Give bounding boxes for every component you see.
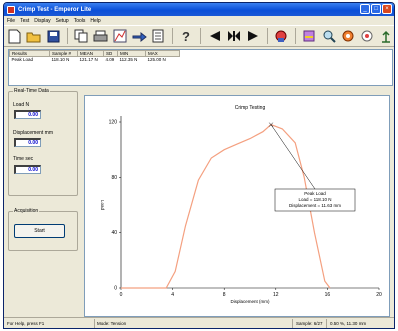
save-icon[interactable]	[46, 28, 61, 45]
time-label: Time sec	[13, 156, 34, 162]
menu-display[interactable]: Display	[34, 17, 51, 24]
window-title: Crimp Test - Emperor Lite	[18, 6, 92, 13]
y-axis-label: Load	[100, 200, 105, 211]
realtime-title: Real-Time Data	[13, 88, 50, 94]
export-icon[interactable]	[131, 28, 147, 45]
results-header-row: Results Sample # MEAN SD MIN MAX	[9, 50, 180, 57]
menu-setup[interactable]: Setup	[55, 17, 69, 24]
annotation-box	[274, 188, 356, 212]
copy-icon[interactable]	[74, 28, 89, 45]
y-tick-label: 80	[111, 175, 117, 181]
x-tick-label: 8	[223, 292, 226, 298]
toolbar: ?	[4, 25, 394, 47]
test-icon[interactable]	[274, 28, 289, 45]
calibrate-icon[interactable]	[379, 28, 394, 45]
displacement-label: Displacement mm	[13, 130, 54, 136]
y-tick-label: 0	[114, 286, 117, 292]
y-tick-label: 120	[109, 120, 118, 126]
menu-file[interactable]: File	[7, 17, 16, 24]
chart-title: Crimp Testing	[235, 105, 266, 111]
annotation-text: Peak Load	[304, 191, 326, 196]
status-position: 0.50 %, 11.30 mm	[330, 321, 367, 326]
menu-tools[interactable]: Tools	[73, 17, 86, 24]
maximize-button[interactable]: □	[371, 4, 381, 14]
print-icon[interactable]	[93, 28, 108, 45]
app-icon	[7, 5, 15, 14]
load-label: Load N	[13, 102, 30, 108]
close-button[interactable]: ×	[382, 4, 392, 14]
load-displacement-chart: Crimp Testing 0 4 8 12 16 20 0 40 80 120 Displaceme…	[100, 105, 382, 304]
results-cell: 112.35 N	[119, 57, 138, 63]
annotation-leader	[270, 124, 316, 190]
svg-text:?: ?	[182, 29, 190, 43]
status-mode: Mode: Tension	[97, 321, 127, 326]
x-tick-label: 0	[120, 292, 123, 298]
zoom-icon[interactable]	[321, 28, 336, 45]
status-bar: For Help, press F1 Mode: Tension Sample:…	[4, 317, 394, 328]
displacement-value: 0.00	[14, 138, 41, 147]
peak-marker	[268, 122, 274, 127]
acquisition-title: Acquisition	[13, 208, 40, 214]
status-help: For Help, press F1	[7, 321, 45, 326]
realtime-group: Real-Time Data Load N 0.00 Displacement …	[8, 88, 78, 196]
start-button[interactable]: Start	[14, 224, 65, 238]
arrow-right-icon[interactable]	[245, 28, 260, 45]
results-cell: 118.10 N	[51, 57, 70, 63]
x-axis-label: Displacement (mm)	[230, 299, 270, 304]
menu-test[interactable]: Test	[20, 17, 30, 24]
minimize-button[interactable]: _	[360, 4, 370, 14]
x-tick-label: 16	[325, 292, 331, 298]
menu-help[interactable]: Help	[90, 17, 101, 24]
target-icon[interactable]	[359, 28, 374, 45]
menu-bar: File Test Display Setup Tools Help	[4, 16, 394, 25]
status-sample: Sample: 6/27	[296, 321, 323, 326]
results-table: Results Sample # MEAN SD MIN MAX Peak Lo…	[8, 49, 393, 86]
app-window: Crimp Test - Emperor Lite _ □ × File Tes…	[3, 2, 395, 329]
time-value: 0.00	[14, 165, 41, 174]
x-tick-label: 4	[171, 292, 174, 298]
load-value: 0.00	[14, 110, 41, 119]
results-cell: Peak Load	[11, 57, 34, 63]
title-bar[interactable]: Crimp Test - Emperor Lite _ □ ×	[4, 3, 394, 16]
results-col-header[interactable]: MAX	[145, 50, 180, 57]
record-icon[interactable]	[340, 28, 355, 45]
x-tick-label: 12	[273, 292, 279, 298]
results-cell: 4.09	[105, 57, 115, 63]
acquisition-group: Acquisition Start	[8, 208, 78, 251]
annotation-text: Displacement = 11.63 mm	[289, 203, 341, 208]
y-tick-label: 40	[111, 230, 117, 236]
results-cell: 125.00 N	[147, 57, 166, 63]
help-icon[interactable]: ?	[179, 28, 194, 45]
open-folder-icon[interactable]	[26, 28, 41, 45]
arrow-left-icon[interactable]	[207, 28, 222, 45]
x-tick-label: 20	[376, 292, 382, 298]
table-row[interactable]: Peak Load 118.10 N 121.17 N 4.09 112.35 …	[10, 57, 180, 63]
settings-icon[interactable]	[302, 28, 317, 45]
left-panel: Real-Time Data Load N 0.00 Displacement …	[8, 88, 80, 317]
annotation-text: Load = 118.10 N	[298, 197, 331, 202]
graph-icon[interactable]	[112, 28, 127, 45]
stop-icon[interactable]	[226, 28, 241, 45]
report-icon[interactable]	[151, 28, 166, 45]
chart-panel: Crimp Testing 0 4 8 12 16 20 0 40 80 120 Displaceme…	[84, 95, 390, 317]
results-cell: 121.17 N	[79, 57, 98, 63]
series-line	[121, 123, 331, 289]
new-file-icon[interactable]	[7, 28, 22, 45]
